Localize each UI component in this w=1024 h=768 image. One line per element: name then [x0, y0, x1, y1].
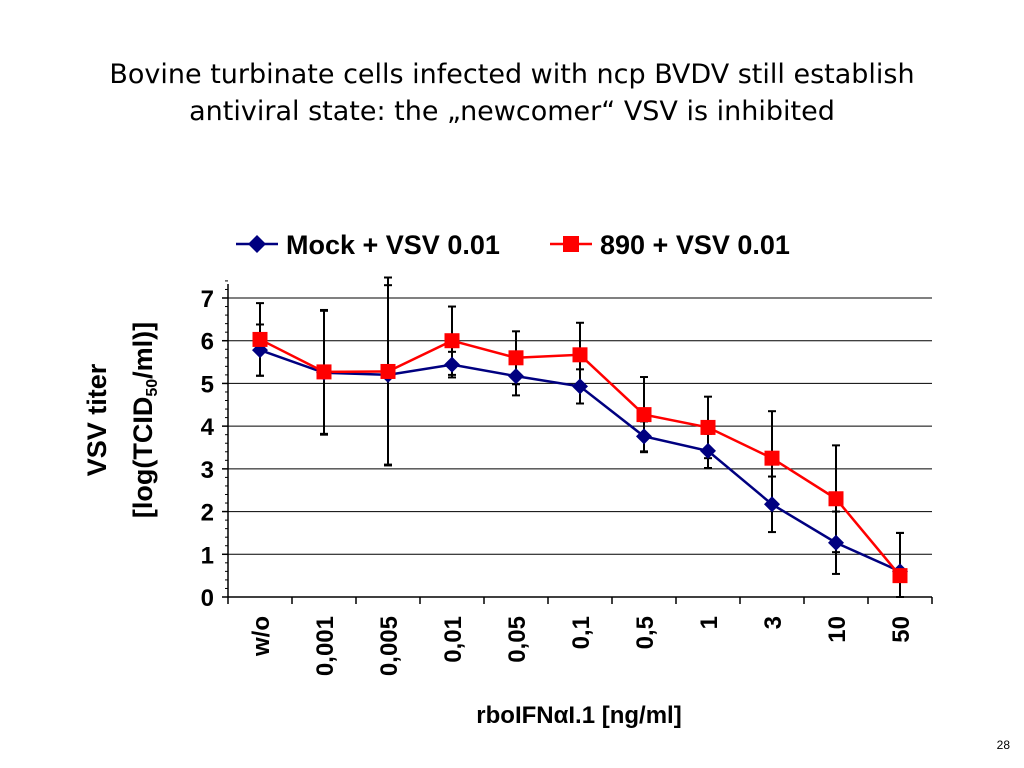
marker-square: [252, 331, 268, 347]
marker-square: [636, 407, 652, 423]
y-axis-title-subscript: 50: [144, 379, 161, 397]
legend-marker-square: [563, 236, 579, 252]
y-tick-label: 7: [201, 286, 214, 313]
y-tick-label: 6: [201, 329, 214, 356]
marker-diamond: [636, 428, 652, 445]
legend-label: Mock + VSV 0.01: [286, 230, 500, 260]
marker-square: [380, 363, 396, 379]
legend-label: 890 + VSV 0.01: [600, 230, 790, 260]
y-axis-title-prefix: [log(TCID: [128, 397, 158, 518]
marker-diamond: [508, 368, 524, 385]
slide-title-line-1: Bovine turbinate cells infected with ncp…: [109, 59, 915, 90]
x-tick-label: 10: [824, 616, 851, 643]
y-tick-label: 2: [201, 500, 214, 527]
marker-square: [444, 333, 460, 349]
marker-diamond: [828, 534, 844, 551]
marker-square: [508, 350, 524, 366]
slide-title-line-2: antiviral state: the „newcomer“ VSV is i…: [189, 96, 835, 127]
marker-diamond: [700, 442, 716, 459]
y-axis-title-line-2: [log(TCID50/ml)]: [128, 322, 161, 518]
marker-square: [764, 450, 780, 466]
x-tick-label: 0,01: [440, 616, 467, 663]
marker-square: [700, 419, 716, 435]
x-tick-label: 0,5: [632, 616, 659, 649]
x-axis-title: rboIFNαI.1 [ng/ml]: [476, 702, 681, 729]
x-tick-label: 0,1: [568, 616, 595, 649]
x-tick-label: 0,005: [376, 616, 403, 676]
legend: Mock + VSV 0.01 890 + VSV 0.01: [236, 230, 790, 260]
y-axis-title-line-1: VSV titer: [82, 363, 112, 476]
y-axis-ticks: 0 1 2 3 4 5 6 7: [201, 280, 228, 612]
page-number: 28: [996, 738, 1010, 752]
y-tick-label: 4: [201, 414, 215, 441]
x-tick-label: 0,05: [504, 616, 531, 663]
marker-square: [316, 364, 332, 380]
marker-square: [892, 568, 908, 584]
y-tick-label: 0: [201, 585, 214, 612]
y-tick-label: 5: [201, 371, 214, 398]
gridlines: [228, 297, 932, 555]
x-tick-label: 50: [888, 616, 915, 643]
series-markers: [252, 331, 908, 584]
x-tick-label: 1: [696, 616, 723, 629]
x-tick-label: 3: [760, 616, 787, 629]
x-tick-label: w/o: [248, 616, 275, 657]
marker-diamond: [444, 356, 460, 373]
marker-square: [572, 347, 588, 363]
legend-marker-diamond: [248, 235, 266, 253]
marker-square: [828, 491, 844, 507]
slide-title: Bovine turbinate cells infected with ncp…: [0, 56, 1024, 130]
x-tick-label: 0,001: [312, 616, 339, 676]
x-axis-ticks: w/o 0,001 0,005 0,01 0,05 0,1 0,5 1 3 10 50: [227, 597, 933, 676]
marker-diamond: [572, 378, 588, 395]
y-axis-title-suffix: /ml)]: [128, 322, 158, 379]
y-tick-label: 1: [201, 542, 214, 569]
marker-diamond: [764, 496, 780, 513]
y-tick-label: 3: [201, 457, 214, 484]
error-bars: [256, 276, 904, 598]
